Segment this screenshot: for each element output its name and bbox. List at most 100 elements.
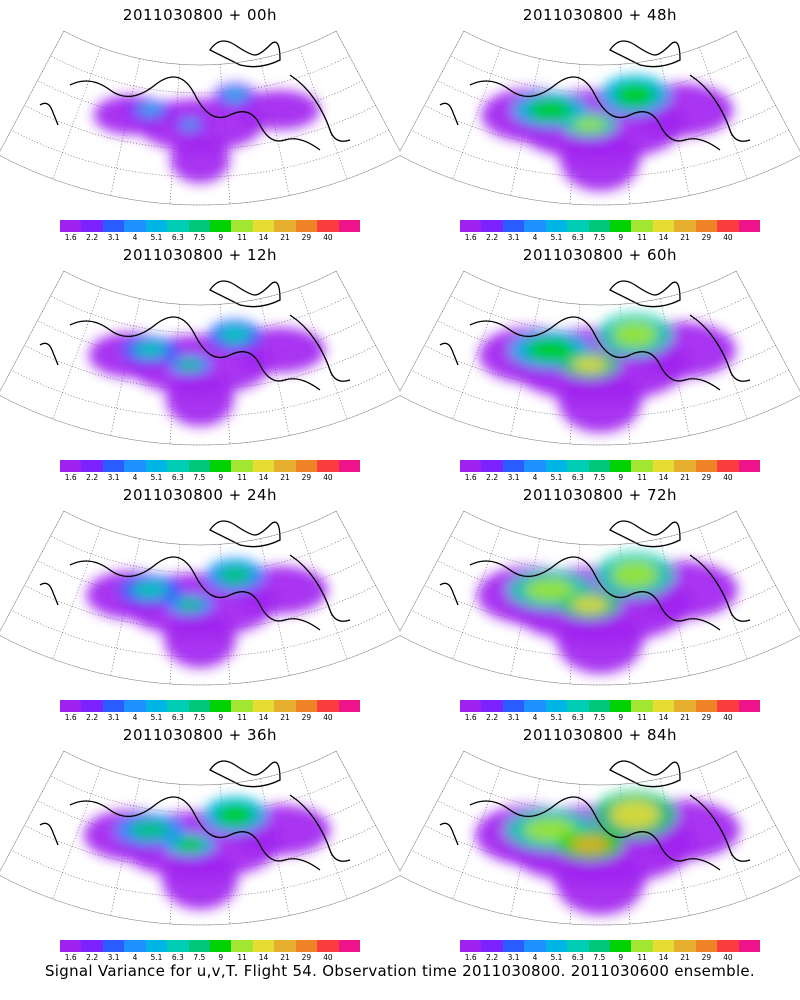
colorbar-tick-label: 4 xyxy=(132,713,138,722)
colorbar-tick-label: 9 xyxy=(218,473,224,482)
map-panel: 2011030800 + 36h 1.6 2.2 3.1 4 5.1 6.3 7.5 9 11 14… xyxy=(0,720,400,963)
colorbar-tick-label: 40 xyxy=(323,473,333,482)
colorbar-tick-label: 3.1 xyxy=(507,233,520,242)
colorbar-swatch xyxy=(695,940,718,952)
colorbar-tick-label: 4 xyxy=(132,473,138,482)
figure-caption: Signal Variance for u,v,T. Flight 54. Ob… xyxy=(44,962,756,980)
colorbar-tick-label: 3.1 xyxy=(507,953,520,962)
colorbar-swatch xyxy=(588,940,611,952)
colorbar-swatch xyxy=(81,700,104,712)
colorbar-tick-label: 5.1 xyxy=(150,713,163,722)
colorbar-swatch xyxy=(545,700,568,712)
colorbar-tick-label: 21 xyxy=(680,713,690,722)
colorbar-tick-label: 7.5 xyxy=(193,713,206,722)
colorbar-swatch xyxy=(338,700,361,712)
colorbar-tick-label: 21 xyxy=(280,713,290,722)
variance-map xyxy=(0,510,400,686)
colorbar-ticks: 1.6 2.2 3.1 4 5.1 6.3 7.5 9 11 14 21 29 40 xyxy=(60,713,360,723)
colorbar-swatch xyxy=(545,460,568,472)
colorbar-swatch xyxy=(588,460,611,472)
colorbar-tick-label: 6.3 xyxy=(171,713,184,722)
variance-map xyxy=(400,270,800,446)
colorbar-tick-label: 2.2 xyxy=(86,233,99,242)
colorbar-swatch xyxy=(610,460,632,472)
coastline xyxy=(39,40,351,151)
panel-title: 2011030800 + 48h xyxy=(522,6,678,24)
panel-title: 2011030800 + 00h xyxy=(122,6,278,24)
colorbar-swatch xyxy=(252,220,275,232)
colorbar-tick-label: 29 xyxy=(701,233,712,242)
colorbar-tick-label: 2.2 xyxy=(86,473,99,482)
colorbar-swatch xyxy=(695,220,718,232)
colorbar-swatch xyxy=(524,700,547,712)
colorbar-ticks: 1.6 2.2 3.1 4 5.1 6.3 7.5 9 11 14 21 29 40 xyxy=(460,713,760,723)
colorbar-tick-label: 7.5 xyxy=(593,953,606,962)
colorbar-tick-label: 7.5 xyxy=(593,233,606,242)
colorbar-tick-label: 11 xyxy=(637,473,647,482)
colorbar-tick-label: 5.1 xyxy=(150,953,163,962)
colorbar-swatch xyxy=(188,460,211,472)
colorbar-swatch xyxy=(188,220,211,232)
colorbar-swatch xyxy=(567,460,590,472)
colorbar-tick-label: 14 xyxy=(658,473,669,482)
coastline xyxy=(39,280,351,391)
colorbar-tick-label: 3.1 xyxy=(107,713,120,722)
colorbar-ticks: 1.6 2.2 3.1 4 5.1 6.3 7.5 9 11 14 21 29 40 xyxy=(60,953,360,963)
colorbar-swatch xyxy=(481,940,504,952)
colorbar-tick-label: 14 xyxy=(258,473,269,482)
colorbar-swatch xyxy=(524,940,547,952)
colorbar-tick-label: 21 xyxy=(280,473,290,482)
colorbar-tick-label: 5.1 xyxy=(550,473,563,482)
colorbar-tick-label: 6.3 xyxy=(171,473,184,482)
map-panel: 2011030800 + 84h 1.6 2.2 3.1 4 5.1 6.3 7.5 9 11 14… xyxy=(400,720,800,962)
colorbar-tick-label: 6.3 xyxy=(571,233,584,242)
colorbar-swatch xyxy=(460,940,482,952)
coastline xyxy=(39,760,351,871)
coastline xyxy=(439,280,751,391)
variance-field xyxy=(86,558,328,668)
colorbar-swatch xyxy=(231,700,254,712)
colorbar-swatch xyxy=(610,220,632,232)
colorbar-swatch xyxy=(252,460,275,472)
colorbar-swatch xyxy=(502,460,525,472)
colorbar xyxy=(60,220,361,232)
colorbar-tick-label: 7.5 xyxy=(193,233,206,242)
variance-map xyxy=(400,510,800,686)
colorbar-tick-label: 3.1 xyxy=(507,713,520,722)
colorbar-tick-label: 4 xyxy=(132,953,138,962)
colorbar-swatch xyxy=(674,220,697,232)
colorbar-swatch xyxy=(231,460,254,472)
colorbar-tick-label: 3.1 xyxy=(107,233,120,242)
colorbar-tick-label: 2.2 xyxy=(486,713,499,722)
colorbar-swatch xyxy=(124,220,147,232)
colorbar-tick-label: 4 xyxy=(532,713,538,722)
colorbar-swatch xyxy=(610,940,632,952)
colorbar-tick-label: 40 xyxy=(723,473,733,482)
colorbar-swatch xyxy=(145,700,168,712)
colorbar-swatch xyxy=(167,700,190,712)
colorbar-tick-label: 3.1 xyxy=(107,953,120,962)
colorbar-tick-label: 6.3 xyxy=(571,473,584,482)
colorbar-ticks: 1.6 2.2 3.1 4 5.1 6.3 7.5 9 11 14 21 29 40 xyxy=(460,233,760,243)
colorbar-tick-label: 4 xyxy=(532,233,538,242)
colorbar-swatch xyxy=(695,460,718,472)
variance-map xyxy=(0,750,400,926)
colorbar-tick-label: 40 xyxy=(323,713,333,722)
colorbar-tick-label: 3.1 xyxy=(107,473,120,482)
panel-title: 2011030800 + 24h xyxy=(122,486,278,504)
colorbar-swatch xyxy=(674,460,697,472)
colorbar-tick-label: 2.2 xyxy=(486,473,499,482)
coastline xyxy=(439,40,751,151)
colorbar-swatch xyxy=(695,700,718,712)
colorbar-swatch xyxy=(102,460,125,472)
colorbar-swatch xyxy=(338,220,361,232)
colorbar-swatch xyxy=(674,700,697,712)
colorbar-tick-label: 9 xyxy=(218,233,224,242)
variance-field xyxy=(478,313,736,433)
colorbar-swatch xyxy=(167,460,190,472)
coastline xyxy=(39,520,351,631)
colorbar-tick-label: 1.6 xyxy=(64,713,77,722)
colorbar-swatch xyxy=(188,700,211,712)
colorbar-swatch xyxy=(652,460,675,472)
colorbar xyxy=(60,700,361,712)
